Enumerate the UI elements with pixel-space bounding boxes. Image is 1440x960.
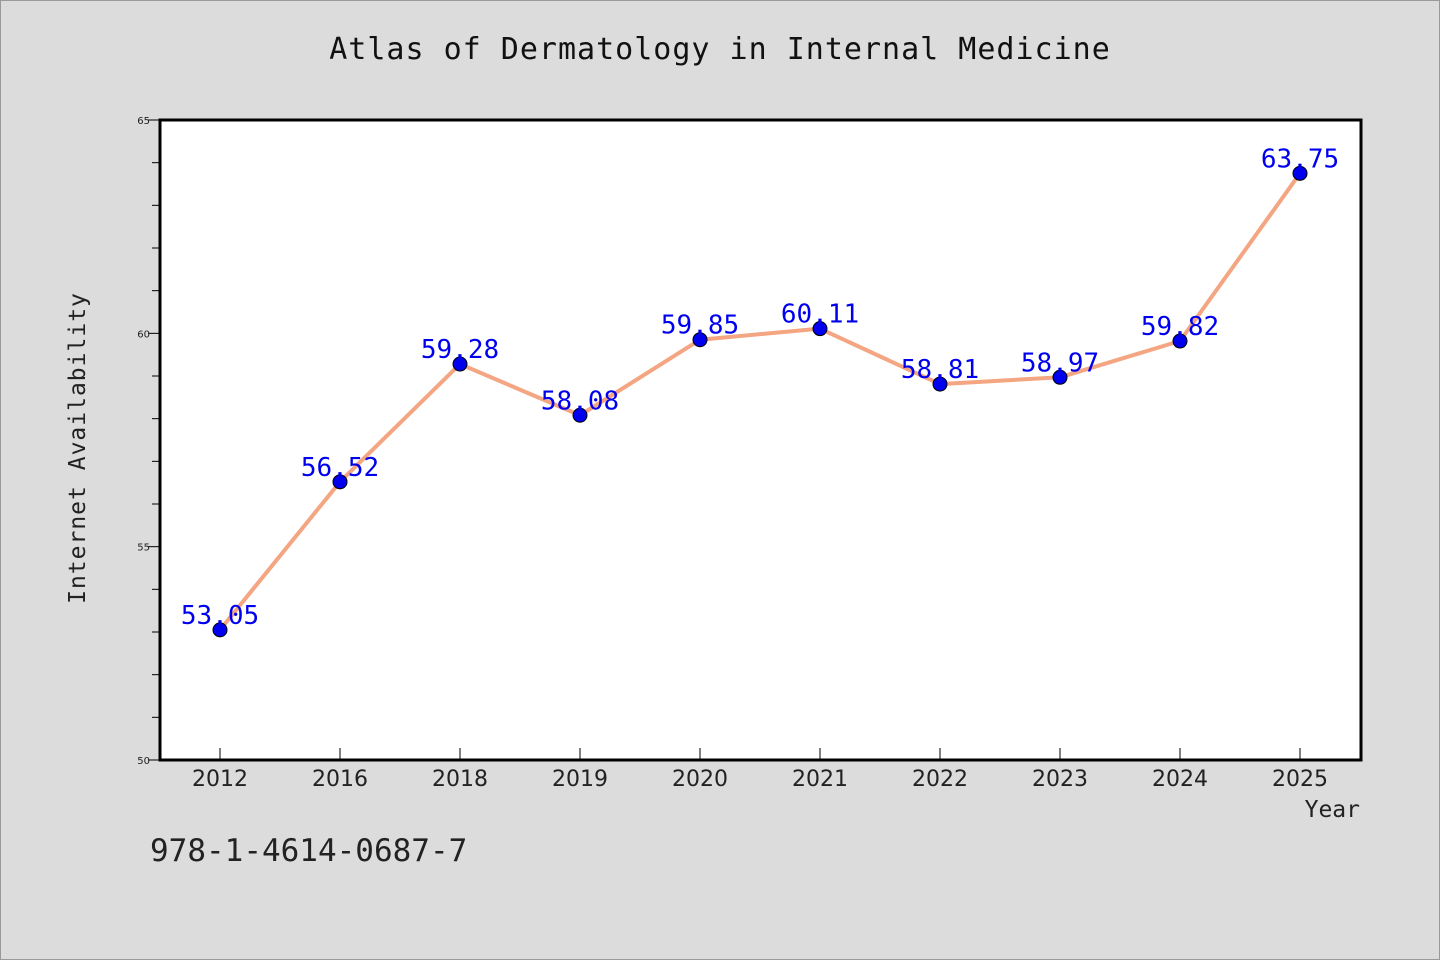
chart-title: Atlas of Dermatology in Internal Medicin…	[329, 32, 1111, 67]
data-point	[212, 622, 228, 638]
y-tick-label: 50	[137, 756, 150, 767]
isbn-annotation: 978-1-4614-0687-7	[150, 833, 468, 869]
x-tick-label: 2023	[1032, 767, 1088, 792]
x-tick-label: 2018	[432, 767, 488, 792]
value-labels: 53.05 56.52 59.28 58.08 59.85 60.11 58.81 58.97…	[181, 144, 1339, 631]
x-axis-label: Year	[1304, 797, 1360, 823]
data-point	[1292, 165, 1308, 181]
data-value-label: 58.81	[901, 355, 979, 385]
y-tick-label: 65	[137, 116, 150, 127]
data-point	[812, 321, 828, 337]
data-value-label: 53.05	[181, 601, 259, 631]
x-tick-label: 2020	[672, 767, 728, 792]
data-value-label: 58.08	[541, 386, 619, 416]
data-value-label: 59.85	[661, 311, 739, 341]
x-tick-label: 2012	[192, 767, 248, 792]
x-tick-label: 2019	[552, 767, 608, 792]
data-point	[572, 407, 588, 423]
data-point	[932, 376, 948, 392]
data-value-label: 56.52	[301, 453, 379, 483]
y-tick-label: 55	[137, 543, 150, 554]
data-point	[1052, 369, 1068, 385]
y-tick-label: 60	[137, 329, 150, 340]
plot-area	[158, 118, 1363, 762]
data-value-label: 59.82	[1141, 312, 1219, 342]
y-axis: 50 55 60 65	[137, 116, 159, 767]
data-point	[692, 332, 708, 348]
x-axis: 2012 2016 2018 2019 2020 2021 2022 2023 2024 2025	[192, 748, 1328, 792]
x-tick-label: 2025	[1272, 767, 1328, 792]
data-point	[1172, 333, 1188, 349]
series-line	[218, 172, 1302, 632]
data-point	[332, 474, 348, 490]
x-tick-label: 2021	[792, 767, 848, 792]
data-value-label: 63.75	[1261, 144, 1339, 174]
data-value-label: 59.28	[421, 335, 499, 365]
data-value-label: 58.97	[1021, 348, 1099, 378]
data-markers	[212, 165, 1308, 638]
data-point	[452, 356, 468, 372]
x-tick-label: 2016	[312, 767, 368, 792]
x-tick-label: 2022	[912, 767, 968, 792]
x-tick-label: 2024	[1152, 767, 1208, 792]
data-value-label: 60.11	[781, 300, 859, 330]
